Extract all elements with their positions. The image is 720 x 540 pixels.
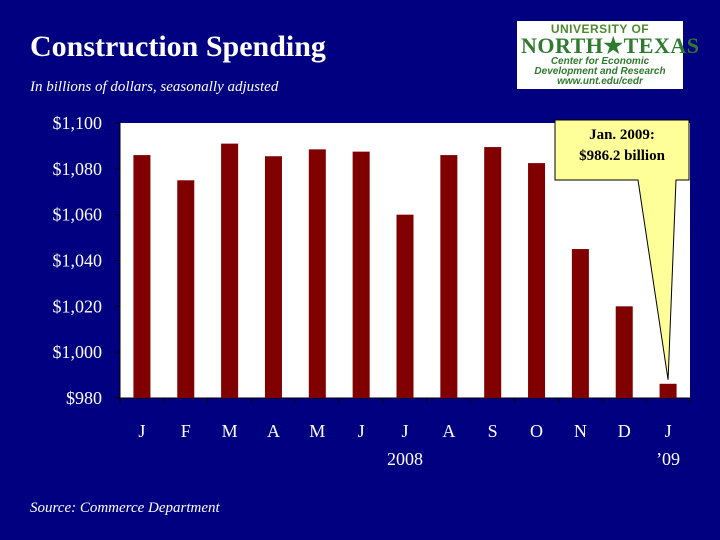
logo-development-text: Development and Research bbox=[534, 66, 666, 77]
x-tick-label: J bbox=[138, 421, 145, 441]
y-tick-label: $1,080 bbox=[53, 159, 103, 179]
callout-line2: $986.2 billion bbox=[579, 148, 665, 164]
x-tick-label: A bbox=[442, 421, 455, 441]
logo-university-text: UNIVERSITY OF bbox=[550, 22, 650, 36]
chart-title: Construction Spending bbox=[30, 30, 326, 63]
x-tick-label: J bbox=[401, 421, 408, 441]
bar bbox=[528, 163, 546, 398]
x-tick-label: S bbox=[488, 421, 498, 441]
callout-balloon bbox=[554, 119, 690, 380]
bar bbox=[221, 143, 239, 398]
x-tick-label: M bbox=[222, 421, 238, 441]
bar bbox=[177, 180, 195, 398]
logo-center-text: Center for Economic bbox=[550, 56, 650, 67]
bar bbox=[440, 155, 458, 398]
year-label-2008: 2008 bbox=[387, 449, 423, 469]
bar bbox=[396, 214, 414, 398]
source-note: Source: Commerce Department bbox=[30, 500, 220, 516]
bar bbox=[484, 147, 502, 398]
x-tick-label: A bbox=[267, 421, 280, 441]
logo-url-text: www.unt.edu/cedr bbox=[557, 76, 643, 87]
bar bbox=[352, 151, 370, 398]
bar bbox=[133, 155, 151, 398]
callout-line1: Jan. 2009: bbox=[589, 127, 655, 143]
unt-logo: UNIVERSITY OF NORTH★TEXAS Center for Eco… bbox=[517, 21, 700, 89]
x-tick-label: N bbox=[574, 421, 587, 441]
y-tick-label: $1,100 bbox=[53, 113, 103, 133]
bar bbox=[308, 149, 326, 398]
y-tick-label: $1,040 bbox=[53, 251, 103, 271]
bar bbox=[264, 156, 282, 398]
logo-north-texas-text: NORTH★TEXAS bbox=[521, 33, 700, 58]
y-tick-label: $980 bbox=[66, 388, 102, 408]
x-tick-label: J bbox=[358, 421, 365, 441]
y-tick-label: $1,000 bbox=[53, 342, 103, 362]
chart-subtitle: In billions of dollars, seasonally adjus… bbox=[30, 79, 279, 95]
year-label-2009: ’09 bbox=[656, 449, 680, 469]
y-tick-label: $1,020 bbox=[53, 296, 103, 316]
bar bbox=[659, 383, 677, 398]
x-tick-label: F bbox=[181, 421, 191, 441]
bar bbox=[571, 249, 589, 398]
x-tick-label: J bbox=[665, 421, 672, 441]
y-tick-label: $1,060 bbox=[53, 205, 103, 225]
x-tick-label: O bbox=[530, 421, 543, 441]
x-tick-label: D bbox=[618, 421, 631, 441]
callout-text: Jan. 2009: $986.2 billion bbox=[555, 120, 689, 180]
x-tick-label: M bbox=[309, 421, 325, 441]
bar bbox=[615, 306, 633, 398]
